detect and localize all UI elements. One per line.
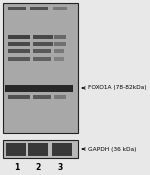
- Bar: [30, 7, 48, 10]
- Text: GAPDH (36 kDa): GAPDH (36 kDa): [82, 146, 136, 152]
- Bar: [28, 143, 48, 156]
- Bar: [8, 7, 26, 10]
- Bar: [8, 95, 30, 99]
- Bar: [33, 57, 51, 61]
- Text: 1: 1: [14, 163, 20, 173]
- Bar: [8, 49, 30, 53]
- Bar: [53, 7, 67, 10]
- Bar: [3, 140, 78, 158]
- Text: FOXO1A (78-82kDa): FOXO1A (78-82kDa): [82, 86, 147, 90]
- Bar: [54, 42, 66, 46]
- Text: 3: 3: [57, 163, 63, 173]
- Bar: [3, 3, 78, 133]
- Bar: [5, 85, 73, 92]
- Bar: [52, 143, 72, 156]
- Bar: [6, 143, 26, 156]
- Bar: [33, 95, 51, 99]
- Bar: [33, 35, 53, 39]
- Bar: [8, 35, 30, 39]
- Bar: [54, 95, 66, 99]
- Bar: [33, 49, 51, 53]
- Bar: [8, 57, 30, 61]
- Bar: [54, 49, 64, 53]
- Bar: [54, 35, 66, 39]
- Bar: [54, 57, 64, 61]
- Text: 2: 2: [35, 163, 41, 173]
- Bar: [8, 42, 30, 46]
- Bar: [33, 42, 53, 46]
